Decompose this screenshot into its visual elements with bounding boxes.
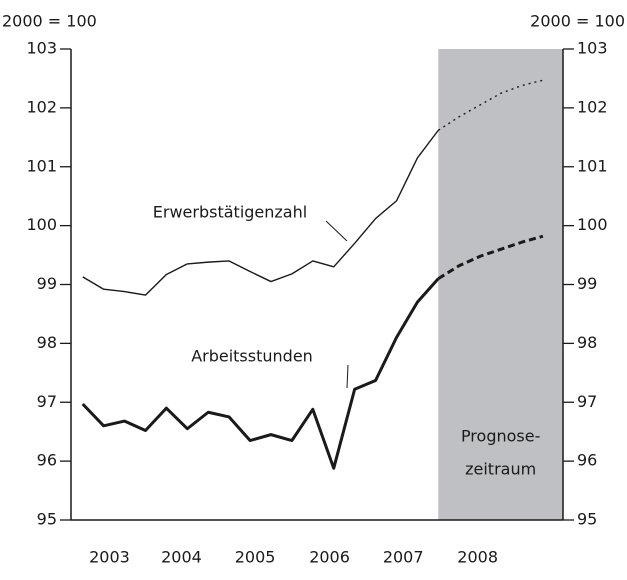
y-tick-label: 99 — [577, 274, 597, 293]
x-tick-label: 2006 — [309, 548, 350, 567]
y-tick-label: 102 — [577, 97, 608, 116]
y-tick-label: 97 — [577, 392, 597, 411]
y-tick-label: 99 — [37, 274, 57, 293]
y-tick-label: 103 — [577, 39, 608, 58]
forecast-label: zeitraum — [465, 460, 536, 479]
series-forecast-line — [437, 79, 544, 131]
y-tick-label: 98 — [37, 333, 57, 352]
y-unit-left: 2000 = 100 — [2, 12, 97, 31]
x-tick-label: 2005 — [235, 548, 276, 567]
y-tick-label: 103 — [26, 39, 57, 58]
y-tick-label: 102 — [26, 97, 57, 116]
y-tick-label: 95 — [37, 510, 57, 529]
leader-line — [325, 220, 348, 242]
forecast-label: Prognose- — [461, 427, 540, 446]
x-tick-label: 2003 — [89, 548, 130, 567]
y-tick-label: 100 — [577, 215, 608, 234]
series-line — [82, 129, 439, 296]
y-tick-label: 101 — [577, 156, 608, 175]
y-tick-label: 96 — [577, 451, 597, 470]
forecast-region — [438, 49, 563, 520]
series-label: Arbeitsstunden — [191, 347, 313, 366]
y-tick-label: 100 — [26, 215, 57, 234]
x-tick-label: 2004 — [161, 548, 202, 567]
y-tick-label: 101 — [26, 156, 57, 175]
y-tick-label: 95 — [577, 510, 597, 529]
x-tick-label: 2007 — [383, 548, 424, 567]
leader-line — [346, 364, 349, 389]
y-unit-right: 2000 = 100 — [530, 12, 625, 31]
y-tick-label: 98 — [577, 333, 597, 352]
y-tick-label: 96 — [37, 451, 57, 470]
series-line — [81, 277, 440, 470]
series-forecast-line — [437, 234, 544, 280]
series-label: Erwerbstätigenzahl — [153, 203, 307, 222]
y-tick-label: 97 — [37, 392, 57, 411]
x-tick-label: 2008 — [457, 548, 498, 567]
